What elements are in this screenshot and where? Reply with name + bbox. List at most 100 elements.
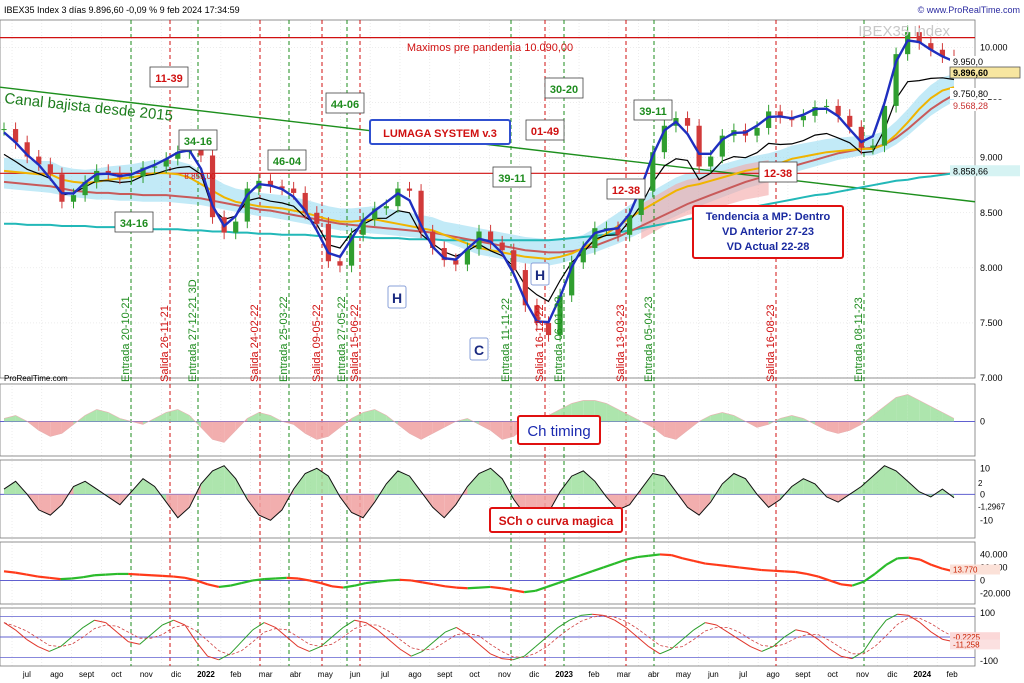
osc-segment [49,646,61,652]
price-bar-body [453,260,459,265]
wave-label: H [392,290,402,306]
osc-segment [535,636,548,647]
area-segment [872,406,885,422]
momentum-segment [817,575,830,582]
momentum-segment [195,579,208,586]
area-segment [791,415,804,422]
price-label-box [950,88,1020,99]
area-segment [432,421,445,434]
sch-tick: 10 [980,463,990,473]
chart-title: IBEX35 Index 3 días 9.896,60 -0,09 % 9 f… [4,5,240,15]
osc-value-box [950,632,1000,643]
ch-timing-badge: Ch timing [517,415,601,445]
area-segment [664,421,676,440]
momentum-segment [897,556,909,560]
tenkan-line [3,39,955,324]
area-segment [652,473,665,495]
momentum-segment [286,576,299,580]
osc-segment [750,646,762,652]
panel-frame [0,459,976,539]
price-bar-body [847,115,853,127]
price-bar-body [360,219,366,235]
osc-signal-line [3,614,955,658]
osc-segment [682,629,695,640]
osc-segment [241,629,254,643]
price-bar-body [140,167,146,177]
price-bar-body [881,105,888,146]
area-segment [571,470,584,495]
cloud-red-area [641,159,769,240]
x-tick-label: oct [827,670,838,679]
price-bar-body [325,223,331,262]
area-segment [212,465,225,495]
osc-segment [784,629,796,638]
price-bar-body [244,188,250,222]
ch-zero-label: 0 [980,416,985,426]
price-bar-body [939,49,946,57]
osc-segment [478,643,491,655]
signal-labels: Entrada 20-10-21 Salida 26-11-21 Entrada 2… [120,279,865,382]
momentum-tick: -20.000 [980,588,1011,598]
momentum-segment [26,573,39,578]
price-bar-body [302,192,308,213]
osc-segment [139,634,152,645]
momentum-segment [15,571,27,576]
area-segment [618,494,630,510]
wave-label: H [535,267,545,283]
area-segment [316,421,329,440]
area-segment [258,494,271,521]
price-bar-body [569,262,575,296]
momentum-segment [931,563,944,570]
momentum-segment [591,566,604,573]
area-segment [200,470,213,495]
price-bar-body [12,129,19,143]
price-bar-body [650,152,656,191]
price-bar-body [684,118,691,126]
signal-label: Entrada 25-03-22 [278,296,290,382]
area-segment [258,412,271,422]
x-tick-label: jul [22,670,31,679]
price-bar-body [59,174,65,202]
price-bar-body [754,127,760,136]
price-bars [1,25,957,342]
area-segment [50,494,62,516]
signal-tag-box [149,66,189,88]
signal-tag: 11-39 [155,73,183,85]
osc-segment [14,629,27,640]
price-label-box [950,165,1020,177]
osc-segment [320,636,333,647]
momentum-segment [82,574,95,579]
area-segment [363,409,375,422]
osc-segment [614,619,627,628]
momentum-segment [241,579,254,585]
area-segment [861,476,873,495]
y-tick-label: 9.000 [980,153,1003,163]
area-segment [85,409,97,422]
x-tick-label: may [318,670,333,679]
area-segment [38,494,51,516]
x-tick-label: sept [79,670,95,679]
x-tick-label: dic [887,670,897,679]
momentum-segment [207,583,220,589]
momentum-segment [309,579,321,585]
area-segment [479,468,491,495]
brand-label: © www.ProRealTime.com [918,5,1020,15]
osc-segment [863,634,876,652]
price-bar-body [522,270,528,306]
area-segment [50,421,62,437]
area-segment [386,470,398,495]
signal-label: Salida 16-08-23 [765,304,777,382]
momentum-segment [150,574,163,577]
trend-box: Tendencia a MP: Dentro VD Anterior 27-23… [692,205,844,259]
momentum-segment [874,563,887,575]
area-segment [374,409,387,422]
oscillator-panel [0,613,975,661]
signal-label: Entrada 11-11-22 [500,298,512,382]
osc-segment [218,653,231,661]
area-segment [896,470,908,495]
tenkan-path [3,39,955,324]
momentum-segment [535,585,548,592]
signal-tag-box [633,99,673,121]
osc-segment [637,636,649,647]
momentum-segment [365,580,378,585]
